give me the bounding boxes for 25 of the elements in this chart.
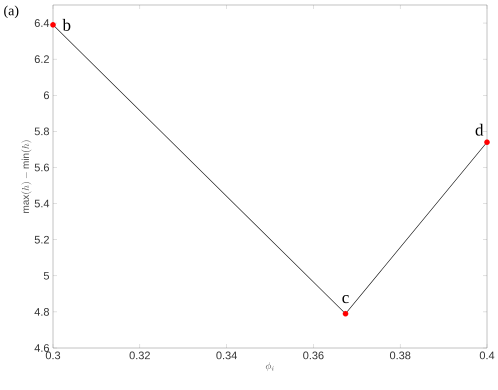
x-tick-label: 0.32 bbox=[130, 352, 150, 360]
text: (a) bbox=[4, 6, 18, 18]
point bbox=[50, 22, 56, 28]
y-tick-label: 5 bbox=[44, 272, 50, 280]
x-tick-label: 0.34 bbox=[216, 352, 237, 360]
y-axis-title: $\max(h) - \min(h)$ bbox=[21, 140, 32, 213]
y-tick-label: 6 bbox=[44, 91, 49, 100]
point bbox=[342, 310, 348, 316]
annotation: d bbox=[476, 124, 484, 136]
x-tick-label: 0.38 bbox=[390, 352, 410, 360]
y-tick-label: 4.6 bbox=[34, 344, 49, 352]
x-axis-title: $\phi_i$ bbox=[266, 362, 274, 372]
y-tick-label: 6.4 bbox=[34, 19, 50, 27]
y-tick-label: 5.8 bbox=[34, 128, 49, 136]
y-tick-label: 5.2 bbox=[34, 236, 49, 244]
point bbox=[484, 139, 490, 145]
y-tick-label: 6.2 bbox=[34, 55, 49, 64]
annotation: b bbox=[62, 18, 70, 31]
y-tick-label: 5.4 bbox=[34, 200, 50, 208]
x-tick-label: 0.36 bbox=[303, 352, 324, 360]
x-tick-label: 0.3 bbox=[46, 352, 60, 360]
y-tick-label: 5.6 bbox=[34, 164, 49, 172]
x-tick-label: 0.4 bbox=[480, 352, 494, 360]
annotation: c bbox=[342, 295, 349, 304]
y-tick-label: 4.8 bbox=[34, 308, 49, 316]
